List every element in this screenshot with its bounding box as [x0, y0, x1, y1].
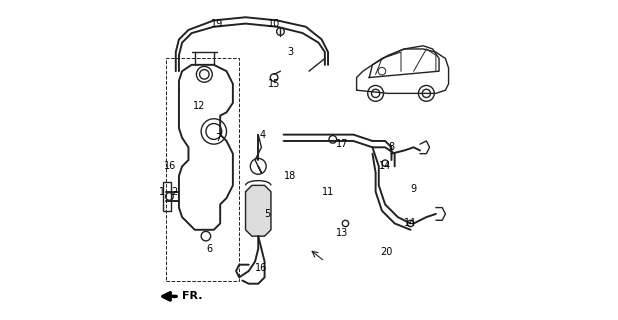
Text: 18: 18 — [284, 171, 296, 181]
Bar — [166, 59, 239, 281]
Text: 11: 11 — [322, 187, 334, 197]
Text: 16: 16 — [255, 263, 268, 273]
Text: 4: 4 — [260, 130, 266, 140]
Text: 2: 2 — [171, 187, 177, 197]
Text: 6: 6 — [206, 244, 212, 254]
Bar — [163, 182, 171, 211]
Text: 9: 9 — [410, 184, 417, 194]
Text: 17: 17 — [336, 139, 349, 149]
Text: 10: 10 — [268, 19, 280, 28]
Text: 8: 8 — [389, 142, 394, 152]
Text: 14: 14 — [404, 219, 417, 228]
Polygon shape — [245, 185, 271, 236]
Text: FR.: FR. — [182, 292, 203, 301]
Text: 14: 14 — [379, 161, 391, 171]
Text: 13: 13 — [336, 228, 349, 238]
Text: 5: 5 — [265, 209, 271, 219]
Polygon shape — [357, 49, 449, 93]
Text: 20: 20 — [381, 247, 393, 257]
Text: 15: 15 — [268, 79, 281, 89]
Text: 12: 12 — [193, 101, 206, 111]
Text: 19: 19 — [211, 19, 223, 28]
Text: 16: 16 — [164, 161, 176, 171]
Text: 1: 1 — [159, 187, 166, 197]
Text: 7: 7 — [216, 133, 222, 143]
Text: 3: 3 — [287, 47, 293, 57]
